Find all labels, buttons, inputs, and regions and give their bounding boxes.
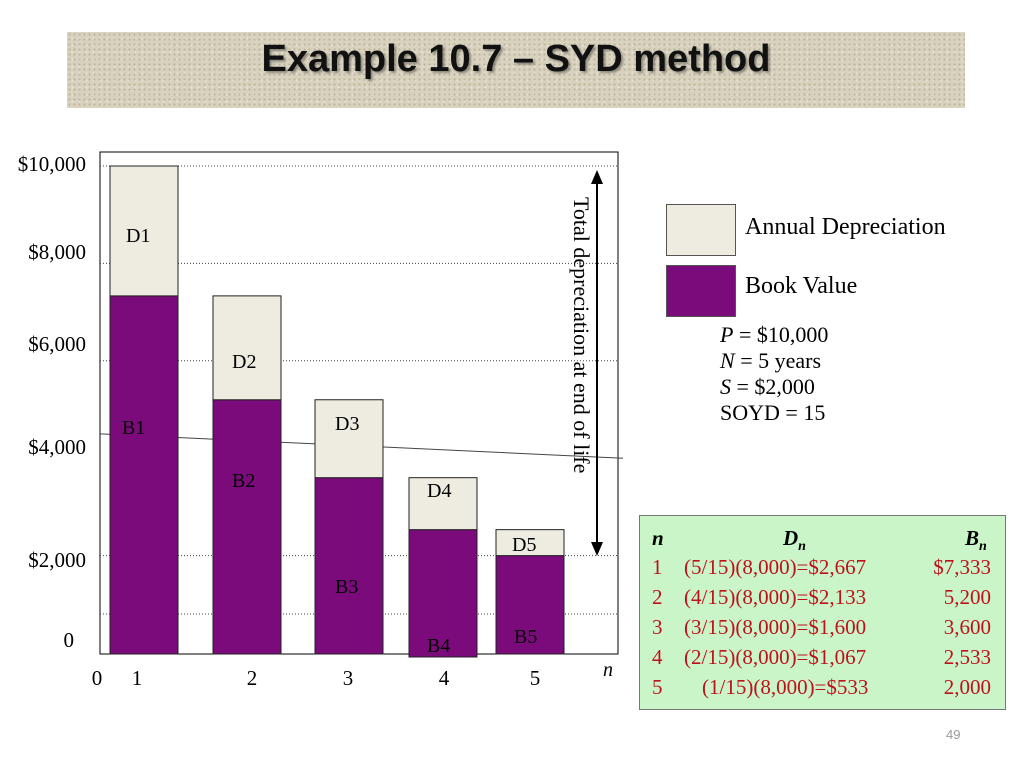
bar-depreciation <box>109 165 179 297</box>
table-cell-d: (5/15)(8,000)=$2,667 <box>684 555 867 579</box>
bar-label-depreciation: D2 <box>232 351 256 373</box>
table-cell-n: 3 <box>652 615 663 639</box>
legend-label-depreciation: Annual Depreciation <box>745 214 946 240</box>
table-cell-b: 3,600 <box>943 615 991 639</box>
table-cell-b: 2,533 <box>943 645 991 669</box>
table-cell-n: 5 <box>652 675 663 699</box>
bar-book-value <box>495 555 565 655</box>
bar-book-value <box>314 477 384 655</box>
arrow-head-up <box>591 170 603 184</box>
y-tick-label: $8,000 <box>28 240 86 264</box>
arrow-annotation: Total depreciation at end of life <box>569 197 594 473</box>
table-header-d: Dn <box>783 526 806 555</box>
bar-label-book: B3 <box>335 576 358 598</box>
param-n: N = 5 years <box>720 348 822 373</box>
param-s: S = $2,000 <box>720 374 815 399</box>
x-tick-label: 2 <box>247 666 258 690</box>
table-header-d-text: D <box>783 526 799 550</box>
table-cell-n: 2 <box>652 585 663 609</box>
y-tick-label: $4,000 <box>28 435 86 459</box>
param-p-value: $10,000 <box>756 322 829 347</box>
param-n-value: 5 years <box>758 348 822 373</box>
table-row: 1 (5/15)(8,000)=$2,667 $7,333 <box>640 555 1005 585</box>
y-tick-label: 0 <box>64 628 75 652</box>
page-number: 49 <box>946 727 961 742</box>
legend-swatch-depreciation <box>666 204 736 256</box>
table-cell-d: (1/15)(8,000)=$533 <box>702 675 869 699</box>
table-row: 5 (1/15)(8,000)=$533 2,000 <box>640 675 1005 705</box>
table-cell-d: (2/15)(8,000)=$1,067 <box>684 645 867 669</box>
title-band <box>67 32 965 108</box>
bar-label-book: B1 <box>122 417 145 439</box>
parameter-list: P = $10,000 N = 5 years S = $2,000 SOYD … <box>720 322 828 426</box>
bar-depreciation <box>408 477 478 531</box>
param-soyd: SOYD = 15 <box>720 400 826 425</box>
table-header-d-sub: n <box>798 539 806 555</box>
table-row: 3 (3/15)(8,000)=$1,600 3,600 <box>640 615 1005 645</box>
table-cell-b: 2,000 <box>943 675 991 699</box>
bar-label-book: B2 <box>232 470 255 492</box>
param-p: P = $10,000 <box>720 322 829 347</box>
table-cell-n: 4 <box>652 645 663 669</box>
y-tick-label: $10,000 <box>18 152 86 176</box>
param-soyd-value: 15 <box>803 400 826 425</box>
bar-label-depreciation: D3 <box>335 413 359 435</box>
x-tick-label: 1 <box>132 666 143 690</box>
bar-book-value <box>212 399 282 655</box>
bar-depreciation <box>212 295 282 401</box>
param-s-value: $2,000 <box>754 374 815 399</box>
bar-label-depreciation: D4 <box>427 480 451 502</box>
depreciation-table: n Dn Bn 1 (5/15)(8,000)=$2,667 $7,333 2 … <box>639 515 1006 710</box>
table-row: 4 (2/15)(8,000)=$1,067 2,533 <box>640 645 1005 675</box>
legend-swatch-book-value <box>666 265 736 317</box>
y-tick-label: $6,000 <box>28 332 86 356</box>
table-cell-d: (3/15)(8,000)=$1,600 <box>684 615 867 639</box>
table-header-n: n <box>652 526 664 550</box>
bar-label-depreciation: D5 <box>512 534 536 556</box>
x-tick-label: 3 <box>343 666 354 690</box>
bar-depreciation <box>314 399 384 479</box>
table-cell-d: (4/15)(8,000)=$2,133 <box>684 585 867 609</box>
table-header-b-text: B <box>965 526 980 550</box>
x-tick-label: 4 <box>439 666 450 690</box>
bar-book-value <box>109 295 179 655</box>
bar-depreciation <box>495 529 565 557</box>
table-cell-b: $7,333 <box>933 555 991 579</box>
x-axis-label: n <box>603 659 613 681</box>
bar-label-book: B5 <box>514 626 537 648</box>
x-tick-label: 5 <box>530 666 541 690</box>
slide-title: Example 10.7 – SYD method <box>261 38 771 80</box>
table-cell-b: 5,200 <box>943 585 991 609</box>
arrow-head-down <box>591 542 603 556</box>
bar-label-book: B4 <box>427 635 450 657</box>
table-header-b: Bn <box>965 526 987 555</box>
legend-label-book-value: Book Value <box>745 273 858 299</box>
x-tick-label-zero: 0 <box>92 666 103 690</box>
table-header-b-sub: n <box>979 539 987 555</box>
bar-label-depreciation: D1 <box>126 225 150 247</box>
table-cell-n: 1 <box>652 555 663 579</box>
table-row: 2 (4/15)(8,000)=$2,133 5,200 <box>640 585 1005 615</box>
y-tick-label: $2,000 <box>28 548 86 572</box>
